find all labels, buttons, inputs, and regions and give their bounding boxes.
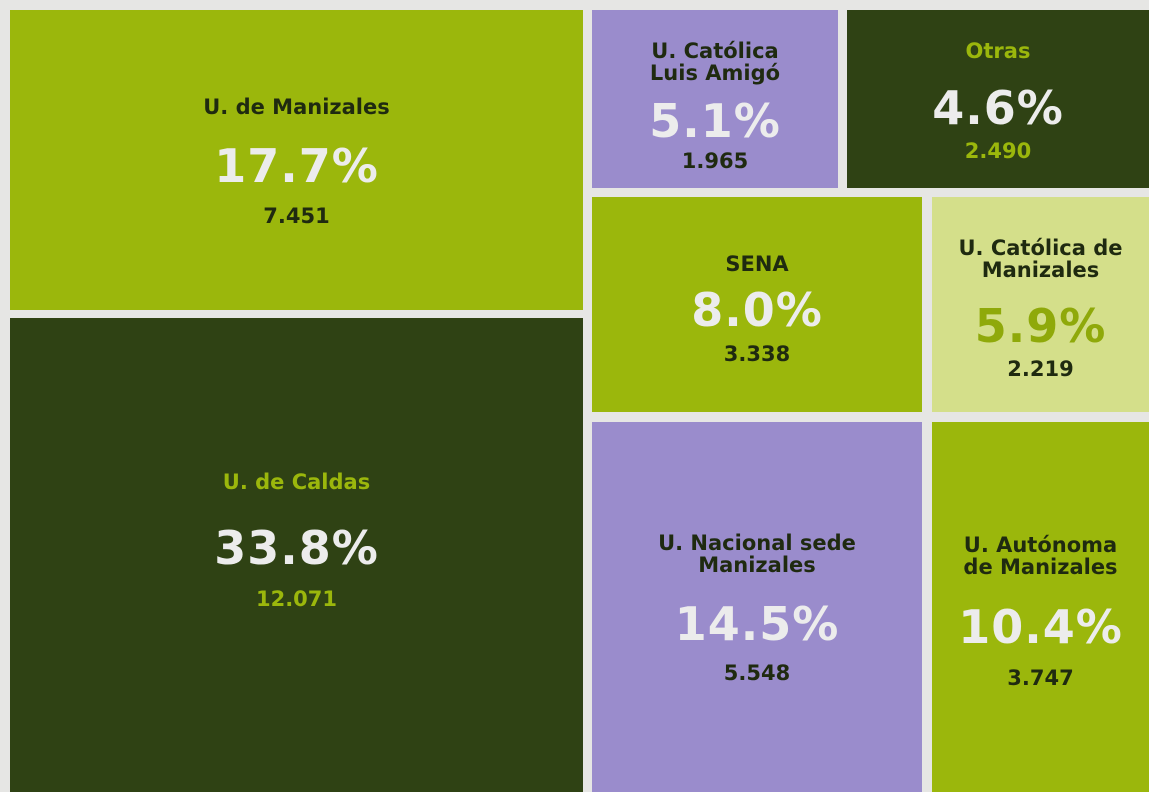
tile xyxy=(592,422,922,792)
value-label: 33.8% xyxy=(214,521,379,575)
count-label: 5.548 xyxy=(723,661,791,685)
value-label: 5.1% xyxy=(649,94,781,148)
tile xyxy=(932,422,1149,792)
tile-label: U. de Caldas xyxy=(222,470,371,494)
value-label: 17.7% xyxy=(214,139,379,193)
tile-label: U. Católica Luis Amigó xyxy=(649,39,781,86)
value-label: 10.4% xyxy=(958,600,1123,654)
tile xyxy=(847,10,1149,188)
tile xyxy=(10,10,583,310)
count-label: 3.338 xyxy=(723,342,791,366)
tile-label: U. de Manizales xyxy=(203,95,390,119)
tile xyxy=(932,197,1149,412)
tile-label: U. Católica de Manizales xyxy=(958,236,1123,283)
tile-label: Otras xyxy=(965,39,1031,63)
tile-label: SENA xyxy=(725,252,789,276)
count-label: 7.451 xyxy=(263,204,330,228)
tile xyxy=(592,10,838,188)
tile-label: U. Nacional sede Manizales xyxy=(658,531,856,578)
tile-label: U. Autónoma de Manizales xyxy=(963,533,1118,580)
tile xyxy=(592,197,922,412)
count-label: 1.965 xyxy=(681,149,749,173)
value-label: 8.0% xyxy=(691,283,823,337)
count-label: 3.747 xyxy=(1007,666,1074,690)
value-label: 14.5% xyxy=(674,597,840,651)
value-label: 4.6% xyxy=(932,81,1064,135)
count-label: 2.219 xyxy=(1007,357,1074,381)
count-label: 2.490 xyxy=(964,139,1032,163)
count-label: 12.071 xyxy=(255,587,338,611)
value-label: 5.9% xyxy=(974,299,1107,353)
tile xyxy=(10,318,583,792)
